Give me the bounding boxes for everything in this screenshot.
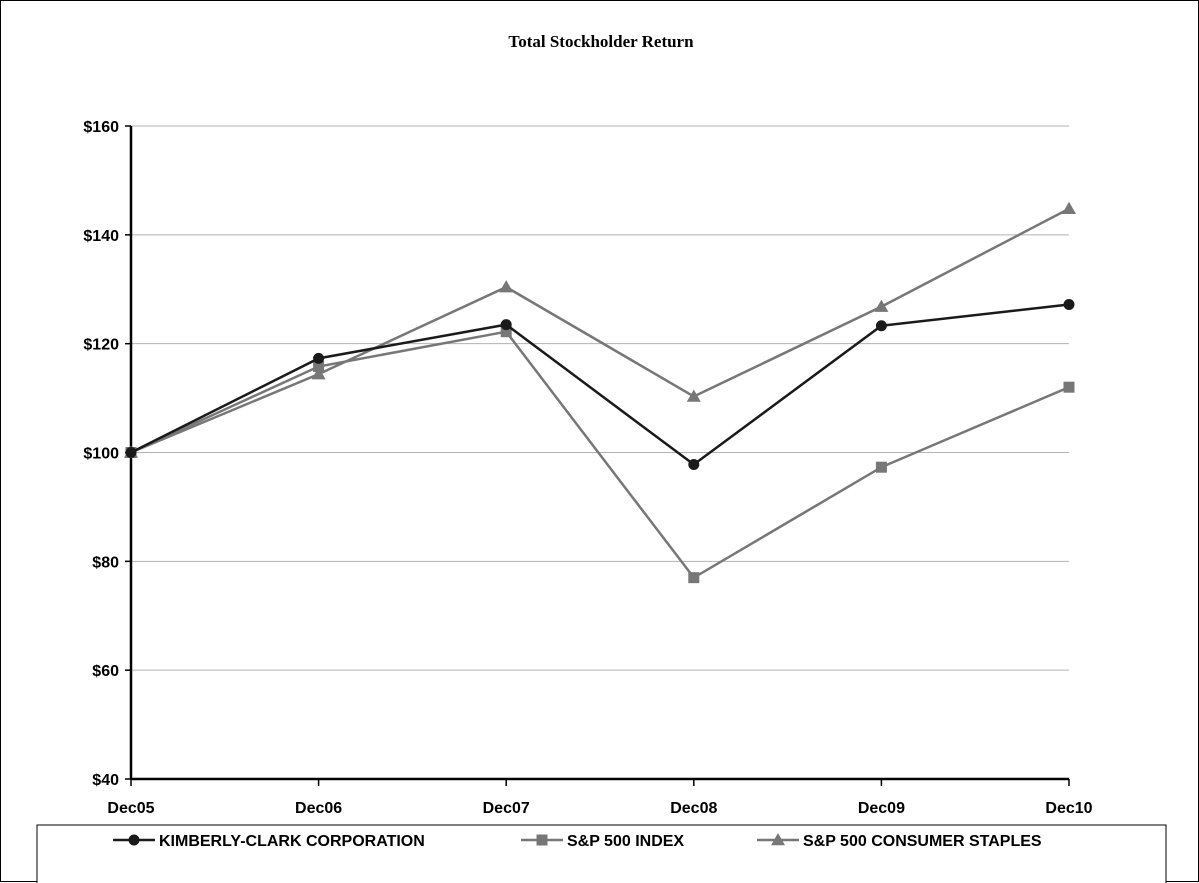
series-0 [125,298,1075,470]
axes: $40 $60 $80 $100 $120 $140 $160 Dec05 Dec06 Dec07… [83,119,1092,817]
data-point-triangle [874,299,889,312]
data-point-circle [875,320,887,332]
data-point-circle [688,458,700,470]
data-point-triangle [499,280,514,293]
legend-item: S&P 500 INDEX [521,833,684,850]
gridlines [131,125,1069,671]
legend-label: KIMBERLY-CLARK CORPORATION [159,833,425,850]
series-line [130,330,1070,580]
x-tick-label: Dec06 [295,800,342,817]
data-point-square [688,572,700,584]
y-tick-label: $120 [83,337,119,354]
series-group [124,201,1076,584]
y-tick-label: $80 [92,554,119,571]
data-point-square [875,461,887,473]
data-point-triangle [686,389,701,402]
chart-title: Total Stockholder Return [508,32,694,51]
series-2 [124,201,1076,458]
x-tick-label: Dec09 [858,800,905,817]
legend-label: S&P 500 CONSUMER STAPLES [803,833,1042,850]
data-point-triangle [1062,201,1076,214]
x-tick-label: Dec05 [107,800,154,817]
legend-label: S&P 500 INDEX [567,833,684,850]
legend-item: S&P 500 CONSUMER STAPLES [757,833,1042,850]
data-point-circle [500,319,512,331]
legend-marker-triangle [771,833,785,846]
data-point-triangle [311,367,326,380]
y-tick-label: $140 [83,228,119,245]
y-tick-label: $100 [83,446,119,463]
x-tick-label: Dec10 [1045,800,1092,817]
y-tick-label: $160 [83,119,119,136]
legend: KIMBERLY-CLARK CORPORATION S&P 500 INDEX S… [113,833,1042,850]
data-point-square [1063,381,1075,393]
x-tick-label: Dec08 [670,800,717,817]
y-tick-label: $60 [92,663,119,680]
data-point-square [313,361,325,373]
series-1 [125,326,1075,584]
data-point-circle [1063,298,1075,310]
data-point-circle [313,352,325,364]
legend-box [36,824,1167,883]
series-line [130,207,1070,454]
legend-marker-circle [128,834,140,846]
legend-item: KIMBERLY-CLARK CORPORATION [113,833,425,850]
data-point-circle [125,447,137,458]
series-line [130,303,1070,467]
x-tick-label: Dec07 [483,800,530,817]
legend-marker-square [536,834,548,846]
y-tick-label: $40 [92,772,119,789]
data-point-square [500,326,512,338]
